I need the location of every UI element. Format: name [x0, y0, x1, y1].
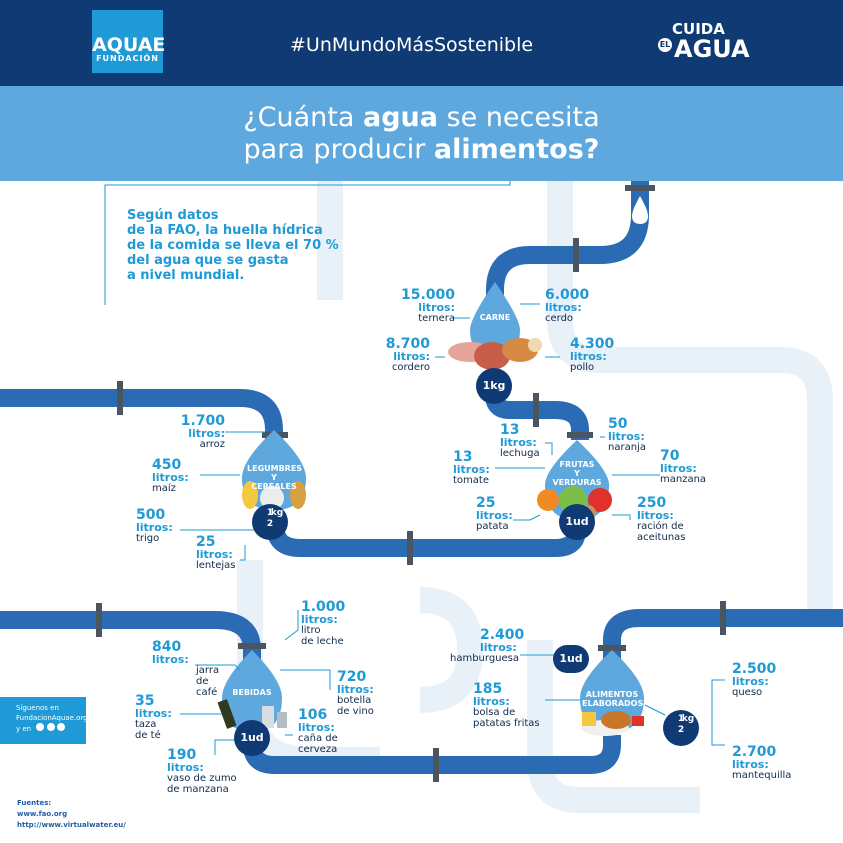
- item-patata: 25 litros: patata: [476, 495, 513, 532]
- item-arroz: 1.700 litros: arroz: [180, 413, 225, 450]
- legumbres-qty-badge: 1 2 kg: [252, 504, 288, 540]
- logo-name: AQUAE: [92, 34, 166, 56]
- item-te: 35 litros: taza de té: [135, 693, 172, 741]
- item-naranja: 50 litros: naranja: [608, 416, 646, 453]
- item-pollo: 4.300 litros: pollo: [570, 336, 615, 373]
- campaign-logo: CUIDA EL AGUA: [658, 22, 750, 61]
- sources: Fuentes: www.fao.org http://www.virtualw…: [17, 799, 126, 829]
- elaborados-half-kg-badge: 1 2 kg: [663, 710, 699, 746]
- facebook-icon[interactable]: [46, 723, 55, 731]
- campaign-line1: CUIDA: [672, 20, 725, 38]
- instagram-icon[interactable]: [56, 723, 65, 731]
- item-cafe: 840 litros: jarra de café: [152, 639, 220, 698]
- follow-label: Síguenos en: [16, 704, 59, 712]
- cereal-illustration: [242, 481, 306, 510]
- frutas-qty-badge: 1ud: [559, 504, 595, 540]
- twitter-icon[interactable]: [36, 723, 45, 731]
- item-lentejas: 25 litros: lentejas: [196, 534, 236, 571]
- drop-carne: [470, 282, 520, 356]
- item-ternera: 15.000 litros: ternera: [400, 287, 455, 324]
- group-frutas-name: FRUTAS Y VERDURAS: [552, 460, 602, 487]
- source-virtualwater-link[interactable]: http://www.virtualwater.eu/: [17, 821, 126, 829]
- group-elaborados-name: ALIMENTOS ELABORADOS: [582, 690, 644, 708]
- aquae-logo[interactable]: AQUAE FUNDACIÓN: [92, 10, 166, 73]
- item-leche: 1.000 litros: litro de leche: [301, 599, 346, 647]
- group-legumbres-name: LEGUMBRES Y CEREALES: [247, 464, 303, 491]
- item-zumo: 190 litros: vaso de zumo de manzana: [167, 747, 237, 795]
- item-aceitunas: 250 litros: ración de aceitunas: [637, 495, 686, 543]
- social-follow-box[interactable]: Síguenos en FundacionAquae.org y en: [0, 697, 88, 744]
- carne-qty-badge: 1kg: [476, 368, 512, 404]
- meat-illustration: [448, 338, 542, 370]
- campaign-line2: AGUA: [674, 35, 750, 63]
- title-band: [0, 86, 843, 181]
- item-patatas-fritas: 185 litros: bolsa de patatas fritas: [473, 681, 540, 729]
- item-cerveza: 106 litros: caña de cerveza: [298, 707, 338, 755]
- logo-sub: FUNDACIÓN: [96, 54, 159, 63]
- intro-text: Según datos de la FAO, la huella hídrica…: [127, 208, 339, 283]
- item-cordero: 8.700 litros: cordero: [385, 336, 430, 373]
- drop-elaborados: [580, 650, 644, 732]
- item-hamburguesa: 2.400 litros: hamburguesa: [450, 627, 525, 664]
- item-vino: 720 litros: botella de vino: [337, 669, 374, 717]
- hashtag: #UnMundoMásSostenible: [290, 34, 534, 56]
- elaborados-qty-badge: 1ud: [553, 645, 589, 673]
- item-lechuga: 13 litros: lechuga: [500, 422, 540, 459]
- item-tomate: 13 litros: tomate: [453, 449, 490, 486]
- drop-legumbres: [242, 430, 306, 510]
- group-carne-name: CARNE: [479, 313, 511, 322]
- source-fao-link[interactable]: www.fao.org: [17, 810, 68, 818]
- item-mantequilla: 2.700 litros: mantequilla: [732, 744, 792, 781]
- item-manzana: 70 litros: manzana: [660, 448, 707, 485]
- bebidas-qty-badge: 1ud: [234, 720, 270, 756]
- item-cerdo: 6.000 litros: cerdo: [545, 287, 590, 324]
- item-trigo: 500 litros: trigo: [136, 507, 173, 544]
- page-title: ¿Cuánta agua se necesita para producir a…: [243, 102, 600, 165]
- processed-illustration: [581, 711, 644, 736]
- group-bebidas-name: BEBIDAS: [232, 688, 272, 697]
- follow-website[interactable]: FundacionAquae.org: [16, 714, 88, 722]
- social-icons: y en: [0, 723, 86, 734]
- campaign-el: EL: [658, 38, 672, 52]
- drinks-illustration: [217, 699, 287, 729]
- item-queso: 2.500 litros: queso: [732, 661, 777, 698]
- item-maiz: 450 litros: maíz: [152, 457, 189, 494]
